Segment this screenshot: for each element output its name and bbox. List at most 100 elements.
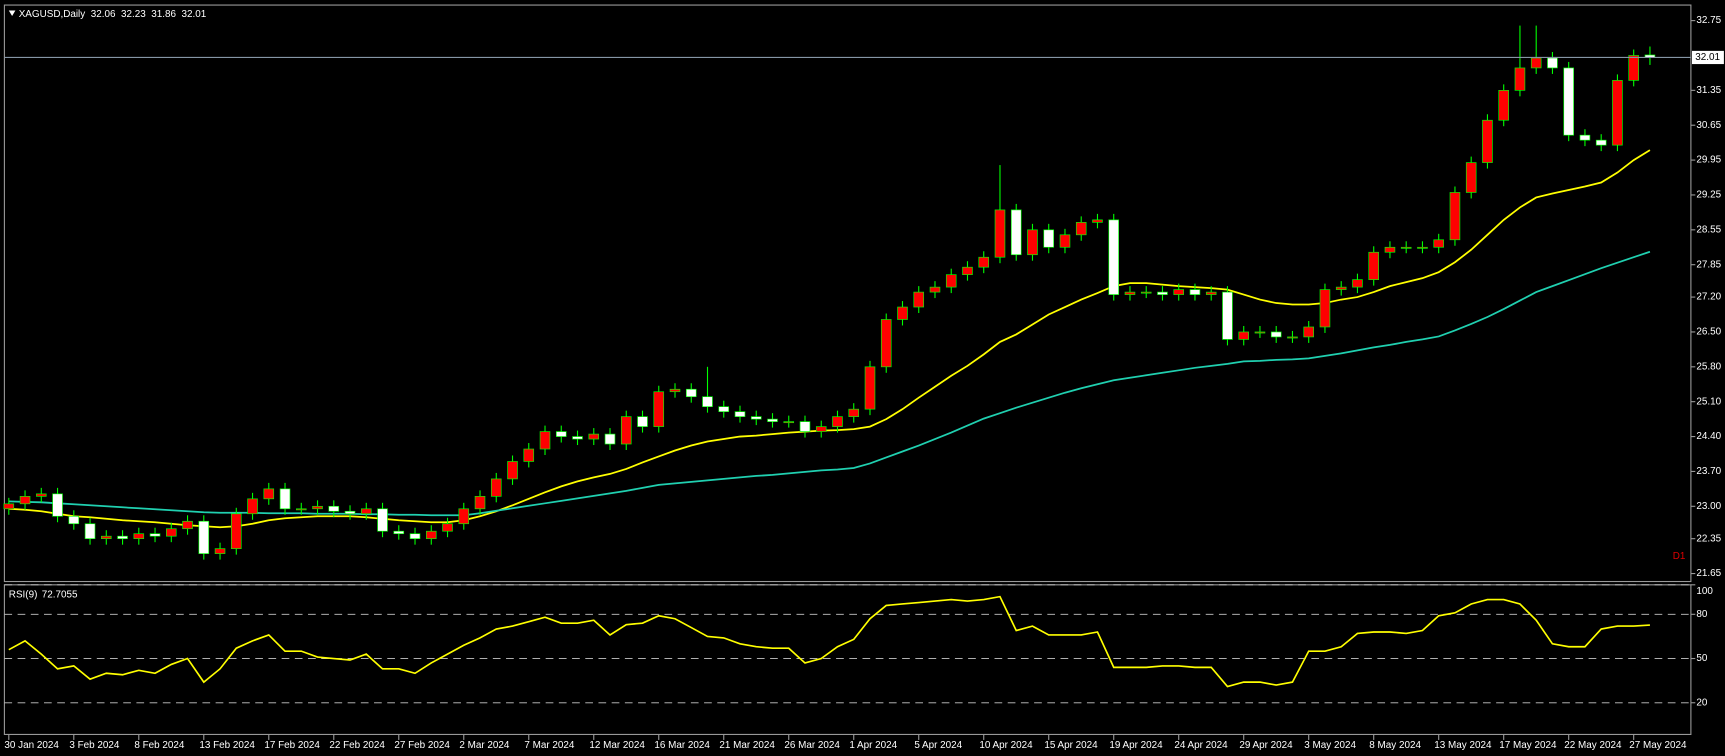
candle-body <box>1547 57 1558 69</box>
candle-body <box>1270 331 1282 338</box>
candle-body <box>1482 119 1493 163</box>
price-panel-frame <box>3 4 1692 583</box>
candle-body <box>52 493 63 517</box>
rsi-panel <box>4 584 1691 704</box>
candle-body <box>263 488 275 500</box>
candle-body <box>994 209 1006 258</box>
candle-body <box>1254 331 1266 334</box>
y-tick-label: 80 <box>1696 609 1708 620</box>
chart-header: XAGUSD,Daily 32.06 32.23 31.86 32.01 <box>19 8 207 19</box>
axes: 32.75 31.35 30.65 29.95 29.25 28.55 27.85 27.20… <box>4 8 1724 751</box>
candle-body <box>198 520 210 554</box>
candle-body <box>101 535 112 540</box>
x-tick-label: 19 Apr 2024 <box>1109 740 1163 751</box>
candle-body <box>360 508 372 515</box>
candle-body <box>425 530 437 540</box>
candle-body <box>685 388 697 398</box>
y-tick-label: 20 <box>1696 697 1708 708</box>
candle-body <box>929 286 941 293</box>
candle-body <box>539 431 551 450</box>
candle-body <box>1108 219 1120 295</box>
y-tick-label: 100 <box>1696 586 1713 597</box>
candle-body <box>490 478 502 497</box>
price-panel <box>3 25 1691 560</box>
candle-body <box>296 508 307 511</box>
candle-body <box>1059 234 1071 248</box>
x-tick-label: 17 May 2024 <box>1499 740 1557 751</box>
candle-body <box>978 256 990 268</box>
candle-body <box>1092 219 1103 223</box>
candle-body <box>1075 222 1087 236</box>
candle-body <box>231 513 242 549</box>
candle-body <box>832 416 843 427</box>
candle-body <box>84 523 96 540</box>
candle-body <box>913 291 925 308</box>
candle-body <box>1238 331 1249 340</box>
candle-body <box>1628 55 1639 81</box>
candle-body <box>1124 291 1136 295</box>
x-tick-label: 27 Feb 2024 <box>394 740 450 751</box>
current-price-box <box>1691 50 1724 65</box>
y-tick-label: 22.35 <box>1696 533 1721 544</box>
x-tick-label: 3 Feb 2024 <box>69 740 120 751</box>
candle-body <box>1222 291 1233 340</box>
candle-body <box>507 461 518 480</box>
y-tick-label: 23.70 <box>1696 466 1721 477</box>
rsi-header: RSI(9) 72.7055 <box>9 589 78 600</box>
candle-body <box>117 535 128 540</box>
y-tick-label: 26.50 <box>1696 327 1721 338</box>
candle-body <box>1352 279 1363 288</box>
candle-body <box>393 530 405 535</box>
candle-body <box>1514 67 1526 91</box>
candle-body <box>750 416 762 420</box>
symbol: XAGUSD,Daily <box>19 8 86 19</box>
x-tick-label: 26 Mar 2024 <box>784 740 840 751</box>
y-tick-label: 24.40 <box>1696 431 1721 442</box>
x-tick-label: 5 Apr 2024 <box>914 740 962 751</box>
y-tick-label: 29.25 <box>1696 190 1721 201</box>
candle-body <box>1140 291 1152 294</box>
candle-body <box>1157 291 1168 295</box>
x-tick-label: 24 Apr 2024 <box>1174 740 1228 751</box>
y-tick-label: 32.75 <box>1696 15 1721 26</box>
candle-body <box>1449 192 1461 241</box>
candle-body <box>1335 286 1347 290</box>
x-tick-label: 15 Apr 2024 <box>1044 740 1098 751</box>
candle-body <box>1433 239 1444 248</box>
x-tick-label: 30 Jan 2024 <box>4 740 59 751</box>
y-tick-label: 21.65 <box>1696 568 1721 579</box>
candle-body <box>523 448 535 462</box>
x-tick-label: 29 Apr 2024 <box>1239 740 1293 751</box>
x-tick-label: 13 Feb 2024 <box>199 740 255 751</box>
candle-body <box>1465 162 1477 193</box>
last-close: 32.01 <box>182 8 207 19</box>
moving-average-line <box>8 149 1651 529</box>
x-tick-label: 22 Feb 2024 <box>329 740 385 751</box>
x-tick-label: 17 Feb 2024 <box>264 740 320 751</box>
candle-body <box>1303 326 1314 338</box>
candle-body <box>962 266 973 275</box>
candle-body <box>1205 291 1217 295</box>
candle-body <box>848 408 860 417</box>
candle-body <box>637 416 648 427</box>
rsi-panel-frame <box>3 584 1692 735</box>
candle-body <box>19 496 31 505</box>
candle-body <box>1189 289 1201 295</box>
candle-body <box>182 520 193 530</box>
candle-body <box>718 406 730 412</box>
y-tick-label: 29.95 <box>1696 155 1721 166</box>
x-tick-label: 3 May 2024 <box>1304 740 1356 751</box>
candle-body <box>702 396 713 408</box>
candle-body <box>1579 134 1591 141</box>
candle-body <box>1319 289 1331 328</box>
candle-body <box>1384 246 1396 253</box>
candle-body <box>68 515 80 525</box>
candle-body <box>377 508 388 532</box>
candle-body <box>409 533 421 540</box>
candle-body <box>166 528 177 537</box>
y-tick-label: 50 <box>1696 653 1708 664</box>
candle-body <box>555 431 567 437</box>
timeframe-label: D1 <box>1673 551 1686 562</box>
y-tick-label: 27.20 <box>1696 292 1721 303</box>
x-tick-label: 21 Mar 2024 <box>719 740 775 751</box>
